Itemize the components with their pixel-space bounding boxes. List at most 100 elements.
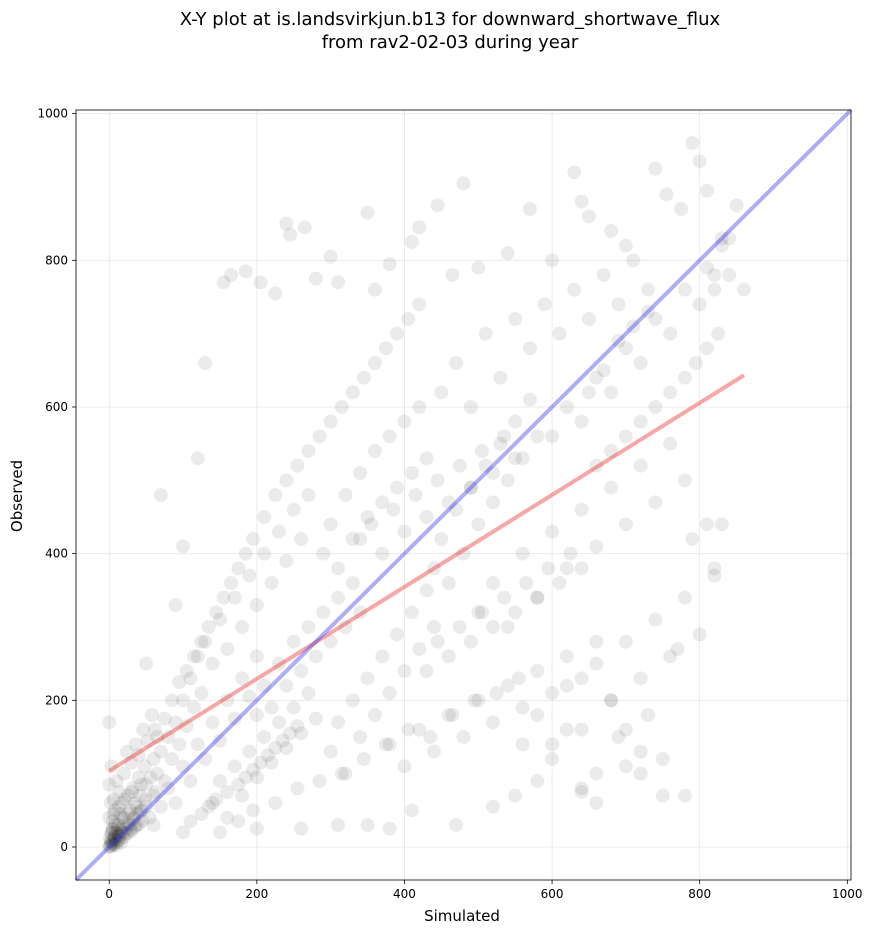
scatter-point	[224, 576, 238, 590]
scatter-point	[129, 799, 144, 814]
scatter-point	[114, 810, 129, 825]
scatter-point	[559, 561, 574, 576]
scatter-point	[563, 546, 578, 561]
scatter-point	[648, 312, 663, 326]
scatter-point	[648, 612, 663, 627]
scatter-point	[360, 510, 375, 524]
scatter-point	[176, 825, 191, 840]
scatter-point	[198, 356, 213, 370]
y-tick-label: 0	[60, 840, 68, 854]
scatter-point	[500, 620, 515, 634]
scatter-point	[286, 502, 301, 517]
scatter-point	[685, 532, 700, 546]
scatter-point	[183, 814, 198, 829]
scatter-point	[559, 722, 574, 737]
scatter-point	[707, 568, 722, 583]
scatter-point	[157, 774, 172, 788]
scatter-point	[589, 634, 604, 649]
scatter-point	[106, 792, 121, 807]
scatter-point	[271, 715, 286, 730]
scatter-point	[139, 799, 154, 814]
scatter-point	[618, 429, 633, 444]
scatter-point	[103, 796, 118, 810]
scatter-point	[559, 678, 574, 693]
scatter-point	[508, 788, 523, 803]
scatter-point	[434, 532, 449, 546]
scatter-point	[478, 326, 493, 341]
scatter-point	[103, 834, 118, 849]
scatter-point	[412, 722, 427, 737]
scatter-point	[279, 473, 294, 488]
scatter-point	[145, 708, 160, 722]
scatter-point	[142, 810, 157, 825]
scatter-point	[604, 693, 619, 708]
scatter-point	[486, 495, 501, 510]
x-tick-label: 400	[393, 887, 416, 901]
scatter-point	[283, 227, 298, 242]
scatter-point	[308, 649, 323, 664]
scatter-point	[257, 510, 272, 524]
x-tick-label: 800	[688, 887, 711, 901]
scatter-point	[677, 788, 692, 803]
scatter-point	[449, 502, 464, 517]
x-tick-label: 1000	[832, 887, 863, 901]
scatter-point	[104, 825, 119, 840]
scatter-point	[471, 260, 486, 275]
scatter-point	[123, 822, 138, 837]
scatter-point	[360, 205, 375, 220]
scatter-point	[301, 488, 316, 502]
scatter-point	[139, 777, 154, 792]
scatter-point	[176, 693, 191, 708]
scatter-point	[334, 766, 349, 781]
scatter-point	[120, 826, 135, 841]
scatter-point	[692, 154, 707, 169]
scatter-point	[103, 839, 118, 854]
scatter-point	[493, 370, 508, 385]
scatter-point	[545, 253, 560, 268]
scatter-point	[268, 286, 283, 301]
scatter-point	[128, 820, 143, 835]
scatter-point	[736, 282, 751, 297]
scatter-point	[604, 224, 619, 238]
axes-frame	[75, 109, 852, 881]
scatter-point	[530, 590, 545, 605]
scatter-point	[108, 803, 123, 818]
scatter-point	[515, 451, 530, 466]
scatter-point	[412, 400, 427, 414]
scatter-point	[135, 813, 150, 828]
scatter-point	[574, 671, 589, 686]
scatter-point	[279, 678, 294, 693]
scatter-point	[356, 370, 371, 385]
scatter-point	[131, 817, 146, 832]
scatter-point	[308, 271, 323, 286]
scatter-point	[497, 429, 512, 444]
scatter-point	[139, 656, 154, 671]
scatter-point	[604, 385, 619, 400]
scatter-point	[404, 803, 419, 818]
scatter-point	[338, 620, 353, 634]
y-tick-label: 800	[45, 253, 68, 267]
scatter-point	[663, 385, 678, 400]
scatter-point	[227, 759, 242, 774]
scatter-point	[722, 268, 737, 282]
scatter-point	[136, 722, 151, 737]
scatter-point	[441, 495, 456, 510]
scatter-point	[168, 715, 183, 730]
scatter-point	[246, 803, 261, 818]
scatter-point	[183, 774, 198, 788]
scatter-point	[626, 319, 641, 334]
scatter-point	[106, 807, 121, 821]
scatter-point	[522, 202, 537, 216]
scatter-point	[530, 708, 545, 722]
scatter-point	[268, 741, 283, 755]
scatter-point	[106, 837, 121, 852]
scatter-point	[589, 539, 604, 554]
scatter-point	[249, 770, 264, 785]
scatter-point	[449, 818, 464, 832]
scatter-point	[179, 719, 194, 733]
scatter-point	[126, 812, 141, 827]
scatter-point	[382, 686, 397, 700]
scatter-point	[220, 693, 235, 708]
scatter-point	[515, 737, 530, 752]
